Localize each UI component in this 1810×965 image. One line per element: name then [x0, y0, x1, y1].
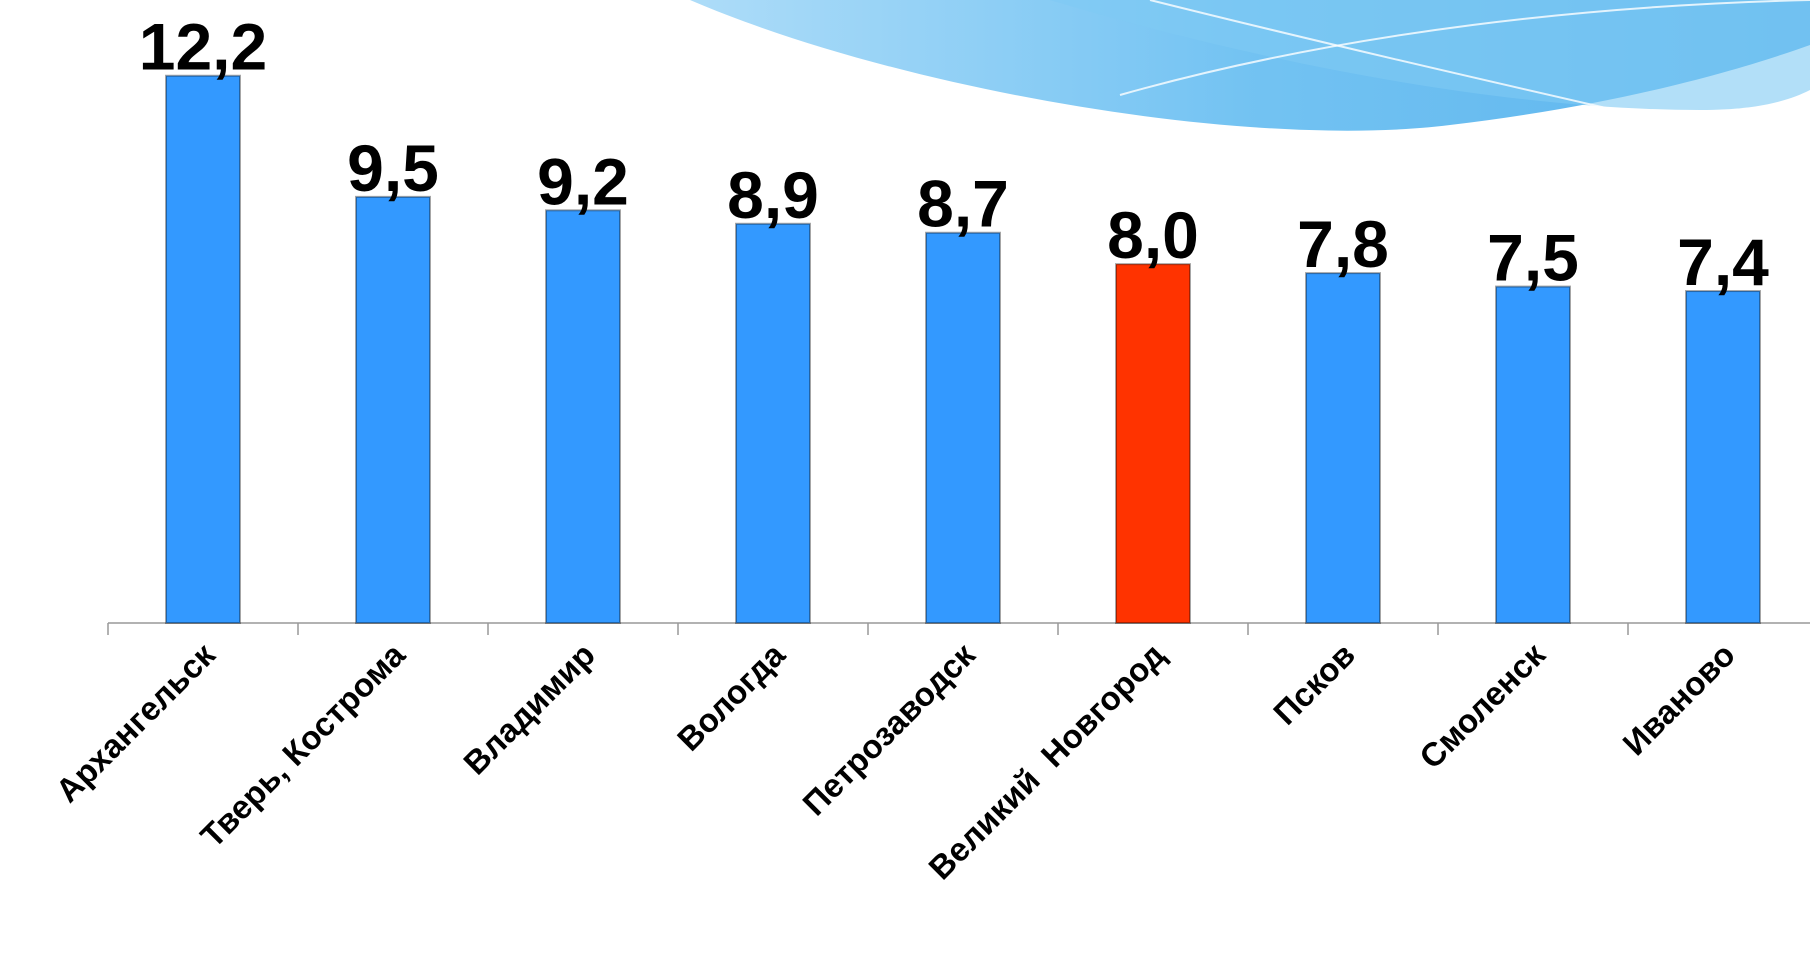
x-tick-label: Владимир: [456, 636, 602, 782]
bar: [1495, 285, 1571, 624]
bar: [545, 209, 621, 624]
bar: [925, 231, 1001, 624]
bar: [1305, 272, 1381, 624]
value-label: 9,5: [347, 131, 439, 205]
value-label: 7,5: [1487, 221, 1579, 295]
value-label: 7,8: [1297, 207, 1389, 281]
decoration: [690, 0, 1810, 131]
x-tick-label: Петрозаводск: [795, 635, 982, 822]
value-label: 9,2: [537, 144, 629, 218]
x-tick-label: Вологда: [670, 635, 793, 758]
bar: [1685, 290, 1761, 624]
value-label: 8,9: [727, 158, 819, 232]
x-tick-label: Смоленск: [1412, 635, 1552, 775]
bar: [165, 74, 241, 624]
value-label: 7,4: [1677, 225, 1769, 299]
x-tick-label: Тверь, Кострома: [193, 635, 412, 854]
x-tick-label: Псков: [1266, 636, 1362, 732]
x-tick-label: Иваново: [1615, 636, 1742, 763]
x-tick-label: Архангельск: [48, 635, 222, 809]
bar: [735, 222, 811, 624]
value-label: 8,0: [1107, 198, 1199, 272]
bar: [1115, 263, 1191, 624]
value-label: 8,7: [917, 167, 1009, 241]
value-label: 12,2: [139, 10, 267, 84]
bar: [355, 195, 431, 624]
